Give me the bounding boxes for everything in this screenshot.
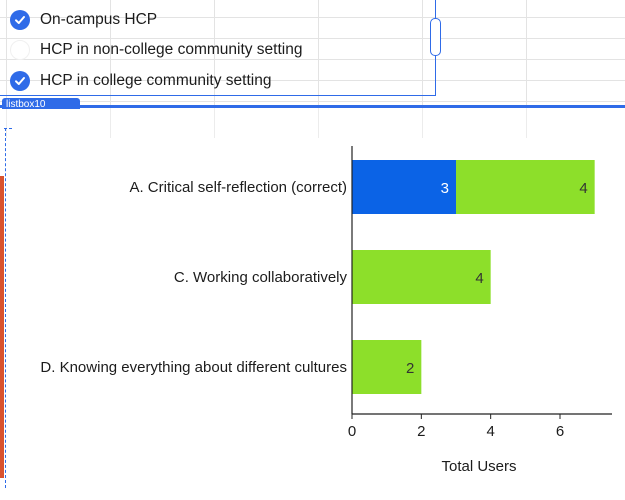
checkbox-checked-icon[interactable] bbox=[10, 10, 30, 30]
x-tick-label: 6 bbox=[556, 423, 564, 440]
category-label: D. Knowing everything about different cu… bbox=[40, 359, 347, 376]
bar-segment bbox=[352, 250, 491, 304]
x-tick-label: 0 bbox=[348, 423, 356, 440]
spreadsheet-grid-row bbox=[0, 108, 625, 138]
bar-value-label: 2 bbox=[406, 360, 414, 377]
option-label: On-campus HCP bbox=[40, 11, 158, 28]
side-accent-strip bbox=[0, 176, 4, 478]
bar-chart: A. Critical self-reflection (correct) 3 4 C… bbox=[40, 146, 612, 475]
option-hcp-college[interactable]: HCP in college community setting bbox=[10, 70, 271, 92]
checkbox-checked-icon[interactable] bbox=[10, 71, 30, 91]
selection-divider bbox=[0, 105, 625, 108]
bar-value-label: 3 bbox=[441, 180, 449, 197]
resize-handle[interactable] bbox=[430, 18, 441, 56]
checkbox-unchecked-icon[interactable] bbox=[10, 40, 30, 60]
bar-value-label: 4 bbox=[475, 270, 483, 287]
bar-segment bbox=[456, 160, 595, 214]
option-on-campus-hcp[interactable]: On-campus HCP bbox=[10, 9, 157, 31]
category-label: A. Critical self-reflection (correct) bbox=[129, 179, 347, 196]
category-label: C. Working collaboratively bbox=[174, 269, 348, 286]
spreadsheet-grid bbox=[0, 0, 625, 108]
selection-corner bbox=[4, 128, 12, 129]
bar-segment bbox=[352, 160, 456, 214]
bar-value-label: 4 bbox=[579, 180, 587, 197]
selection-dashed-border bbox=[5, 128, 6, 488]
option-label: HCP in college community setting bbox=[40, 72, 272, 89]
option-hcp-non-college[interactable]: HCP in non-college community setting bbox=[10, 39, 302, 61]
x-tick-label: 2 bbox=[417, 423, 425, 440]
x-tick-label: 4 bbox=[486, 423, 494, 440]
x-axis-title: Total Users bbox=[441, 458, 516, 475]
option-label: HCP in non-college community setting bbox=[40, 41, 303, 58]
bar-segment bbox=[352, 340, 422, 394]
component-tag[interactable]: listbox10 bbox=[2, 98, 80, 109]
